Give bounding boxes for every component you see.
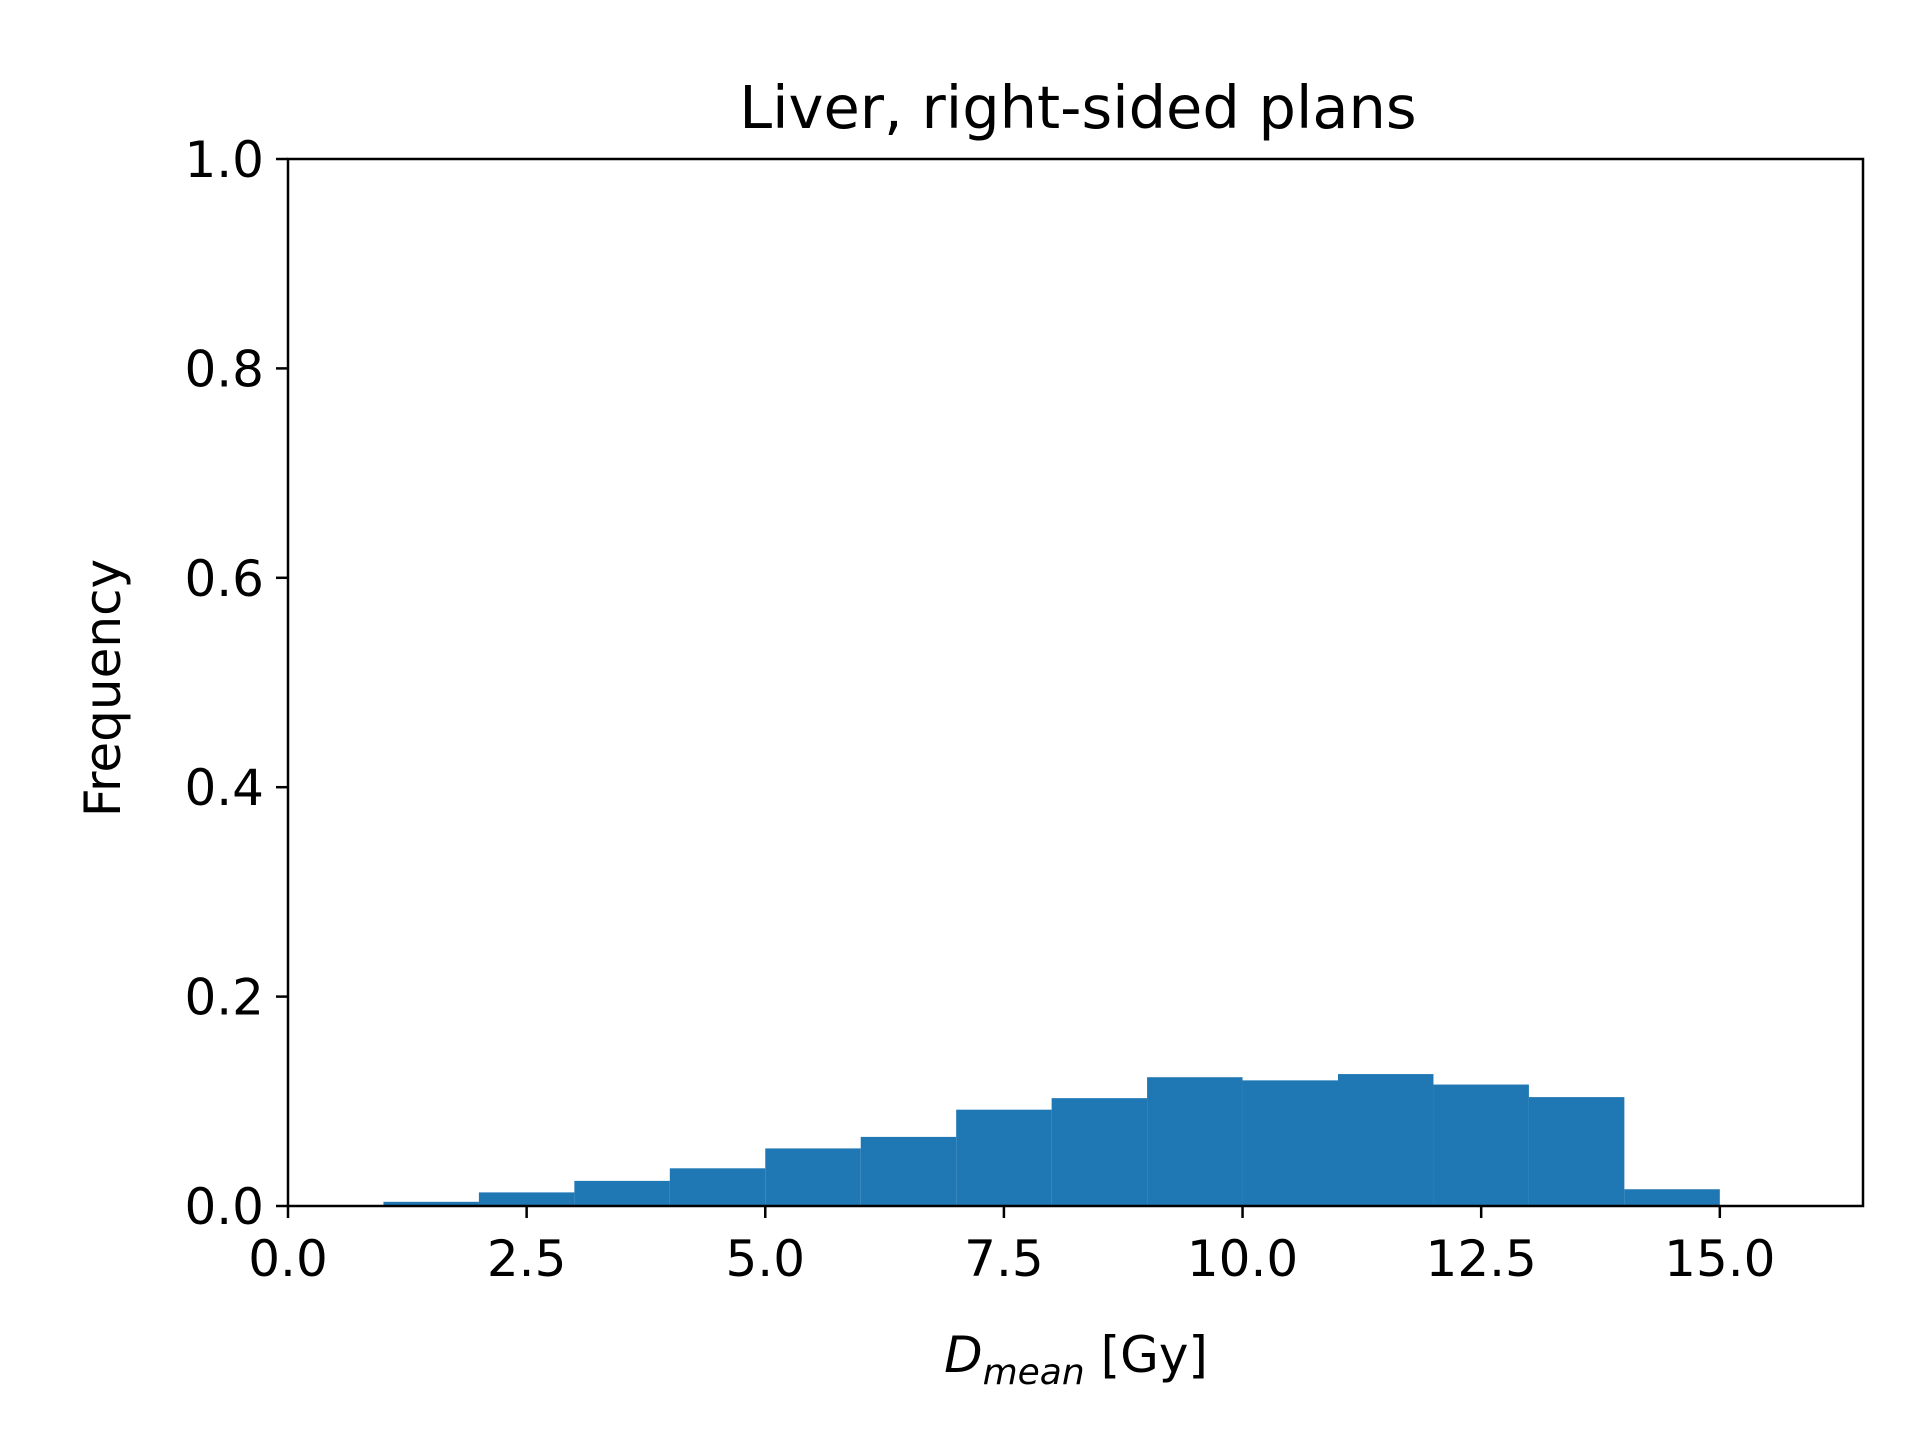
chart-title: Liver, right-sided plans [739,73,1416,142]
histogram-bar [383,1201,479,1206]
histogram-bar [1624,1189,1720,1206]
histogram-bar [574,1180,670,1206]
histogram-bar [1528,1097,1625,1206]
y-tick-label: 0.6 [184,550,264,608]
x-tick-label: 15.0 [1664,1230,1775,1288]
histogram-bar [669,1168,766,1206]
histogram-bar [1433,1084,1529,1206]
y-tick-label: 0.0 [184,1178,264,1236]
bars-group [383,1074,1720,1206]
x-tick-label: 12.5 [1426,1230,1537,1288]
x-tick-label: 2.5 [487,1230,567,1288]
x-axis-ticks: 0.0 2.5 5.0 7.5 10.0 12.5 15.0 [248,1206,1775,1288]
x-axis-label-unit: [Gy] [1085,1326,1208,1384]
x-tick-label: 0.0 [248,1230,328,1288]
histogram-bar [1147,1077,1243,1206]
x-tick-label: 5.0 [726,1230,806,1288]
x-axis-label: Dmean [Gy] [944,1326,1208,1393]
y-axis-label: Frequency [74,559,132,817]
histogram-bar [478,1192,575,1206]
x-tick-label: 7.5 [964,1230,1044,1288]
y-axis-ticks: 0.0 0.2 0.4 0.6 0.8 1.0 [184,131,288,1236]
histogram-bar [860,1136,957,1206]
histogram-bar [1242,1080,1338,1206]
y-tick-label: 0.4 [184,759,264,817]
histogram-bar [956,1109,1052,1206]
histogram-bar [1051,1098,1148,1206]
y-tick-label: 0.2 [184,969,264,1027]
x-axis-label-main: D [944,1326,983,1384]
histogram-bar [765,1148,861,1206]
histogram-bar [1338,1074,1434,1206]
y-tick-label: 0.8 [184,340,264,398]
y-tick-label: 1.0 [184,131,264,189]
x-tick-label: 10.0 [1187,1230,1298,1288]
plot-area-frame [286,157,1865,1208]
x-axis-label-subscript: mean [983,1352,1085,1393]
